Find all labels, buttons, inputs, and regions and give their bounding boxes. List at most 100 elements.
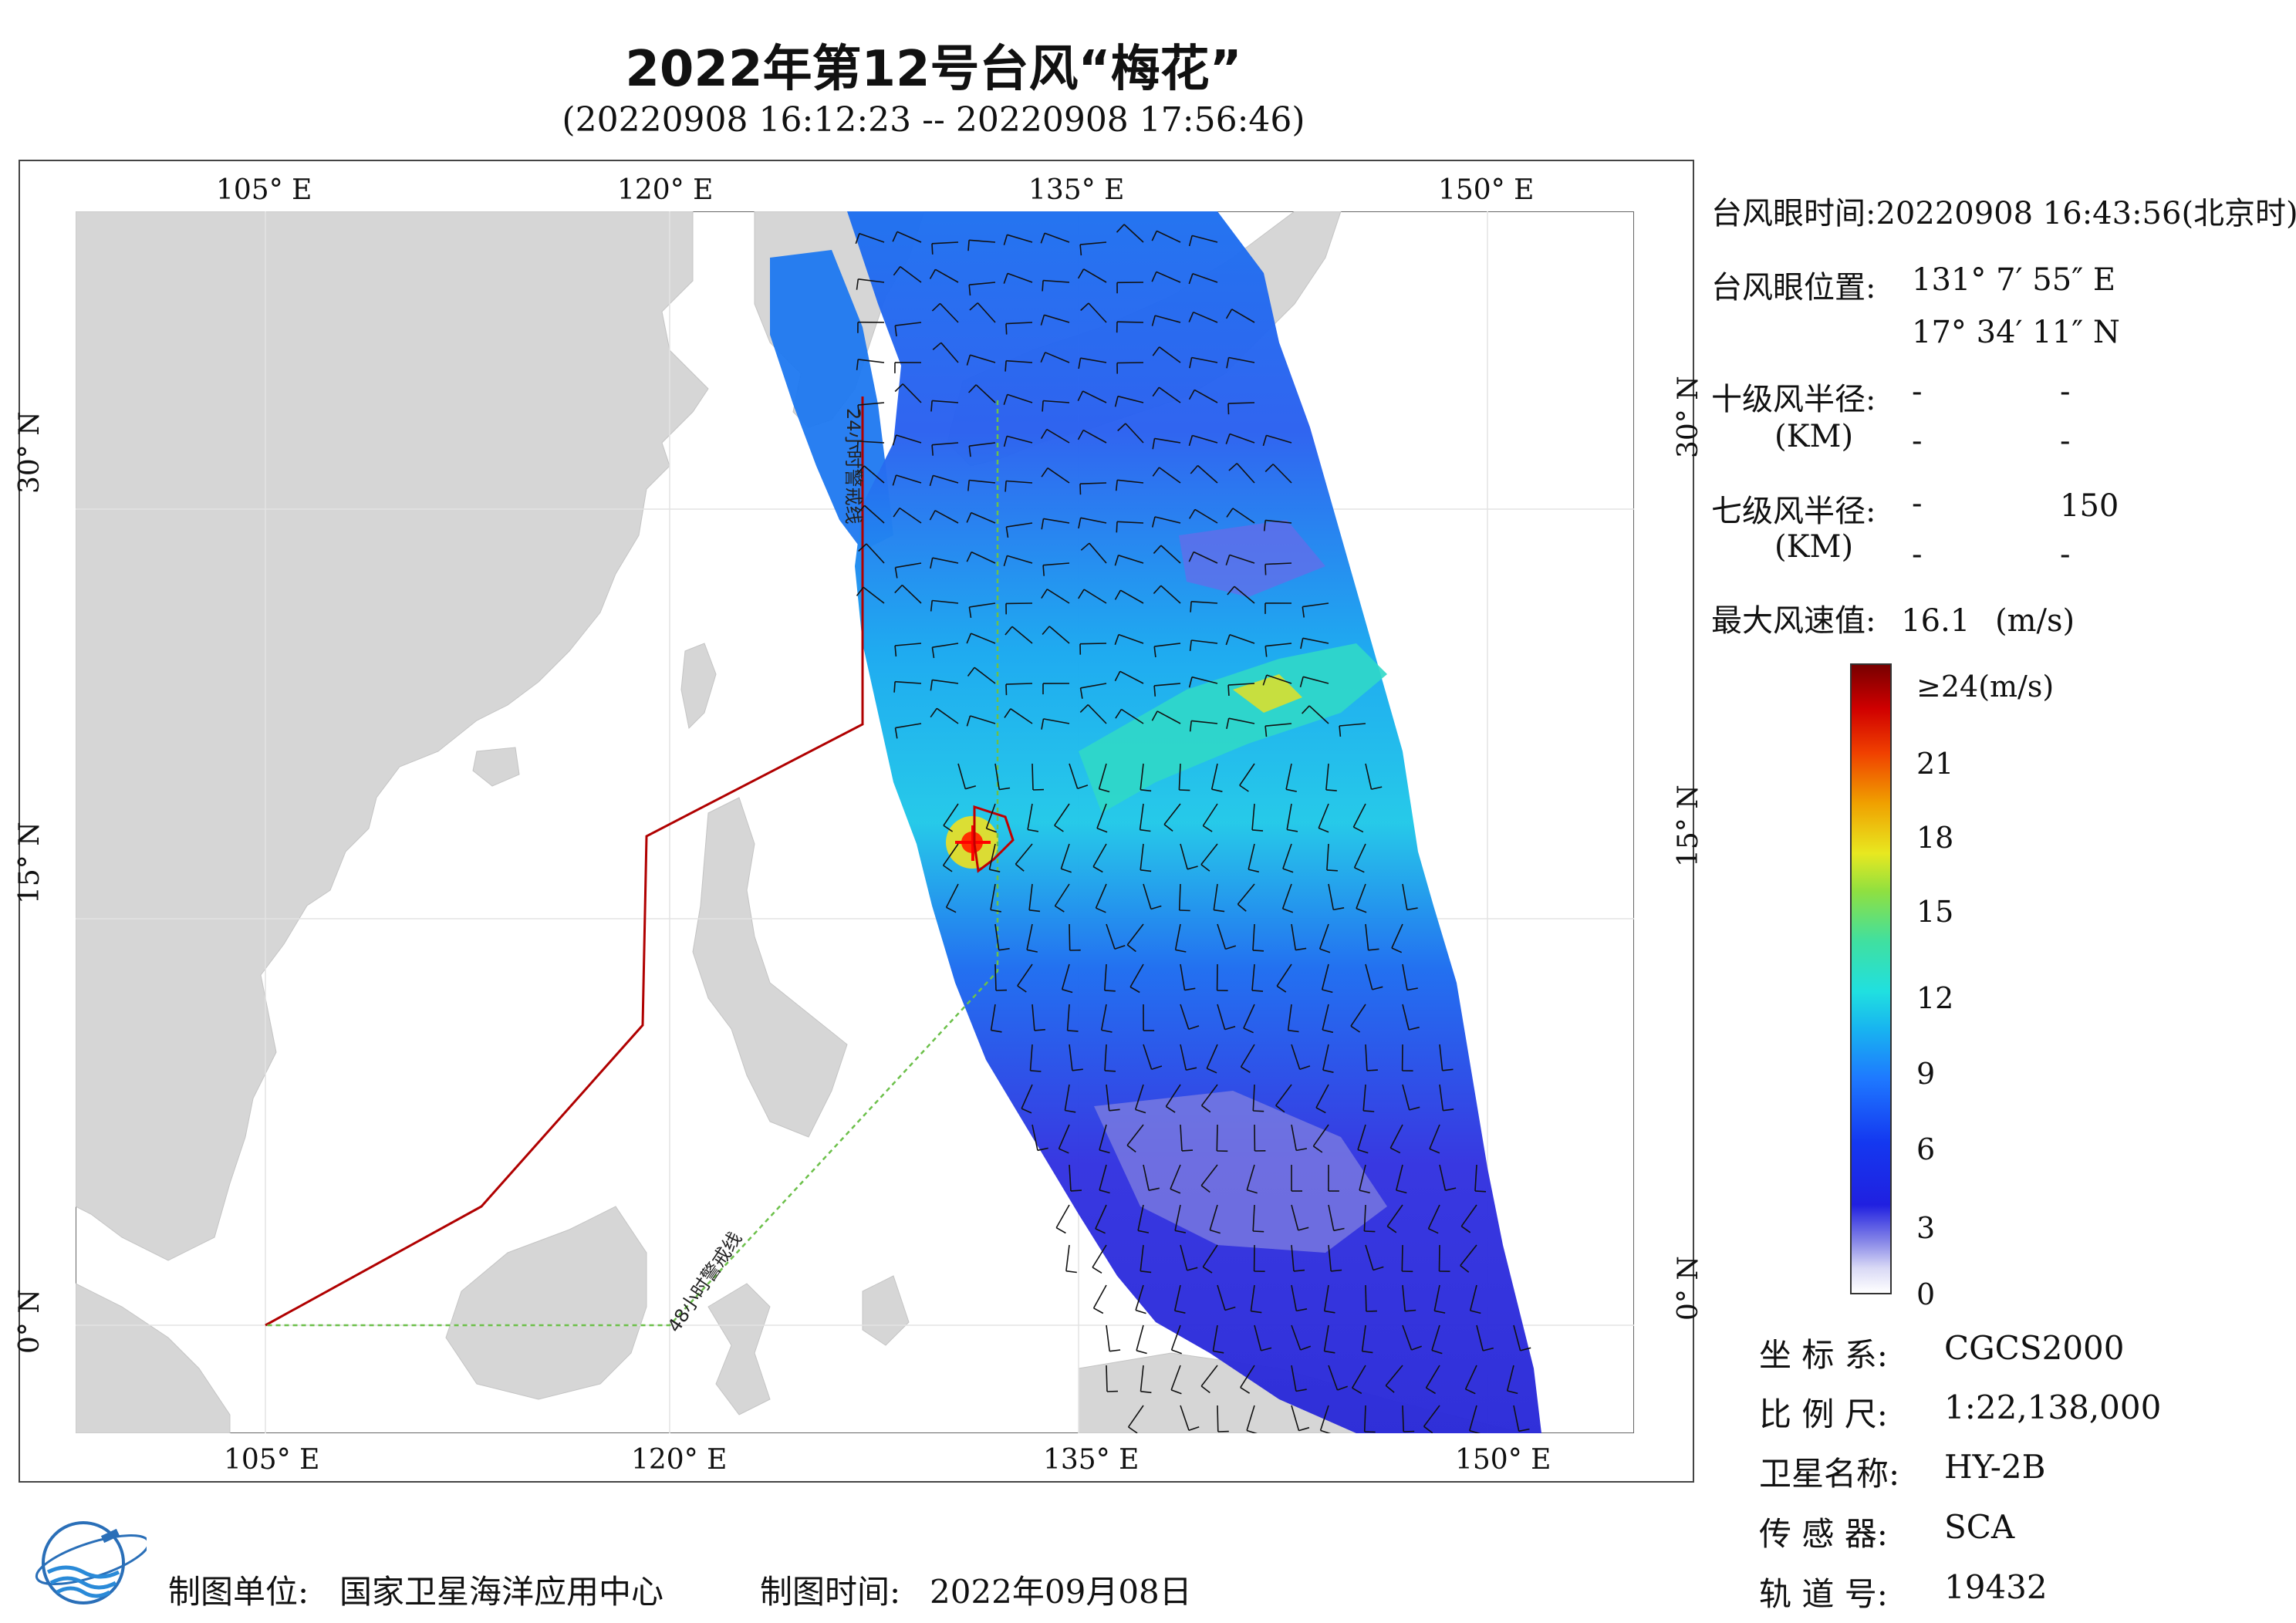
wind-barb-flag — [894, 727, 898, 739]
wind-barb-flag — [1325, 789, 1337, 791]
wind-barb — [1106, 1324, 1110, 1351]
wind-barb-flag — [1243, 1027, 1254, 1034]
wind-barb-flag — [1211, 788, 1223, 792]
wind-barb — [932, 599, 959, 604]
wind-barb-flag — [856, 278, 859, 290]
sensor-value: SCA — [1944, 1508, 2015, 1546]
wind-barb-flag — [892, 474, 897, 486]
wind-barb — [1095, 883, 1107, 909]
wind-barb — [1275, 1084, 1292, 1106]
wind-barb — [1291, 1244, 1295, 1271]
wind-barb-flag — [1188, 1025, 1200, 1031]
wind-barb — [1229, 634, 1255, 644]
wind-barb-flag — [1080, 542, 1090, 551]
wind-barb — [895, 680, 922, 684]
wind-barb — [1126, 923, 1144, 946]
wind-barb-flag — [1353, 826, 1364, 833]
wind-barb — [1005, 322, 1033, 325]
wind-barb-flag — [1114, 589, 1122, 600]
wind-barb — [1170, 1365, 1181, 1391]
swath-low-wind-patch — [1094, 1091, 1387, 1253]
wind-barb — [1265, 519, 1292, 524]
wind-barb — [990, 1004, 996, 1031]
wind-barb — [1139, 803, 1144, 830]
wind-barb-flag — [1041, 718, 1045, 730]
wind-barb — [1359, 1164, 1366, 1191]
map-canvas: 24小时警戒线 48小时警戒线 — [76, 211, 1634, 1433]
date-label: 制图时间: — [760, 1573, 901, 1611]
wind-barb — [1228, 683, 1255, 686]
wind-barb-flag — [1460, 1264, 1470, 1273]
wind-barb — [1350, 1004, 1366, 1027]
wind-barb — [1154, 315, 1181, 323]
wind-barb — [1276, 963, 1292, 987]
wind-barb — [990, 883, 996, 910]
wind-barb-flag — [1386, 1226, 1397, 1233]
wind-barb-flag — [1248, 869, 1259, 873]
wind-barb-flag — [1129, 986, 1140, 994]
wind-barb — [863, 465, 885, 484]
wind-barb — [969, 239, 996, 243]
wind-barb-flag — [1042, 565, 1045, 576]
wind-barb-flag — [1175, 949, 1187, 953]
wind-barb — [994, 763, 1000, 790]
eye-time-label: 台风眼时间: — [1711, 196, 1876, 231]
wind-barb — [1080, 241, 1107, 245]
wind-barb — [1079, 643, 1107, 645]
wind-barb — [1323, 1284, 1329, 1311]
wind-barb-flag — [1078, 589, 1085, 599]
wind-barb — [1202, 803, 1218, 826]
wind-barb — [1082, 429, 1107, 444]
max-wind-row: 最大风速值: 16.1 (m/s) — [1711, 596, 2075, 640]
wind-barb-flag — [1319, 948, 1331, 953]
wind-barb-flag — [1252, 829, 1264, 832]
wind-barb-flag — [1302, 606, 1305, 618]
wind-barb-flag — [893, 681, 896, 693]
wind-barb-flag — [894, 645, 897, 657]
wind-barb-flag — [1339, 725, 1342, 737]
wind-barb-flag — [1004, 708, 1011, 718]
wind-barb-flag — [1227, 585, 1235, 596]
wind-barb — [1159, 467, 1181, 484]
wind-barb-flag — [1140, 1270, 1152, 1274]
wind-barb — [1154, 643, 1181, 647]
wind-barb — [1117, 395, 1144, 403]
wind-barb — [969, 442, 996, 447]
wind-barb — [1423, 1405, 1440, 1427]
wind-barb — [1180, 1244, 1188, 1271]
wind-barb-flag — [1406, 987, 1418, 991]
wind-barb — [1165, 1084, 1181, 1107]
wind-barb — [1361, 1324, 1366, 1351]
wind-barb — [1352, 1365, 1366, 1388]
wind-barb — [1054, 883, 1070, 906]
wind-barb-flag — [1170, 1389, 1182, 1395]
wind-barb — [1015, 843, 1033, 865]
wind-barb-flag — [1079, 484, 1082, 495]
wind-barb-flag — [1201, 1105, 1211, 1113]
wind-barb-flag — [1140, 828, 1151, 832]
wind-barb-flag — [1298, 1227, 1309, 1231]
wind-barb-flag — [1507, 1390, 1518, 1395]
lat-label-left: 15° N — [14, 822, 46, 904]
wind-barb — [1363, 1405, 1366, 1432]
wind-barb — [1229, 554, 1255, 564]
wind-barb-flag — [1247, 1189, 1258, 1194]
wind-barb-flag — [1099, 788, 1110, 793]
wind-barb — [1513, 1324, 1521, 1351]
wind-barb-flag — [998, 947, 1010, 951]
wind-barb-flag — [1041, 589, 1048, 599]
wind-barb — [1069, 923, 1071, 951]
wind-barb-flag — [1200, 1185, 1210, 1193]
wind-barb — [943, 803, 959, 826]
wind-barb-flag — [1225, 634, 1231, 646]
wind-barb — [1228, 717, 1255, 724]
wind-barb — [1120, 589, 1144, 604]
wind-barb-flag — [1423, 1426, 1433, 1433]
wind-barb — [1140, 843, 1144, 870]
legend-tick: 18 — [1916, 821, 1954, 855]
wind-barb — [1229, 433, 1255, 444]
wind-barb-flag — [856, 359, 859, 370]
wind-barb-flag — [1059, 1148, 1069, 1154]
wind-barb-flag — [1096, 907, 1106, 913]
wind-barb-flag — [1004, 481, 1007, 492]
